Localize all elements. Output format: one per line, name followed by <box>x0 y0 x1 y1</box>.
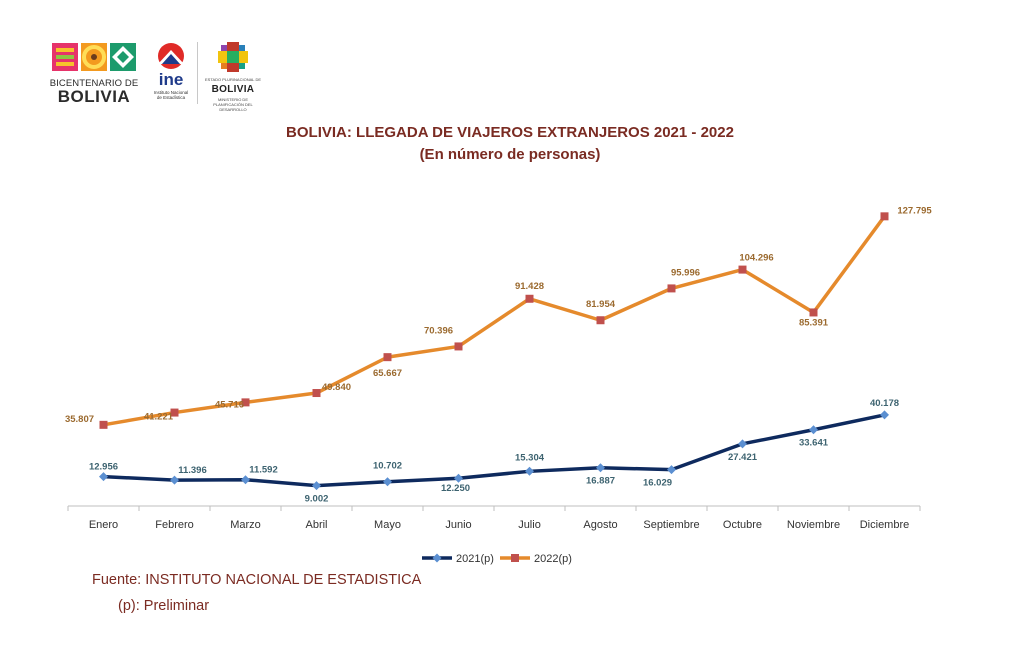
data-point-2021 <box>738 439 747 449</box>
series-line-2022p <box>103 215 886 427</box>
x-tick-label: Mayo <box>374 519 401 531</box>
data-point-2022 <box>454 342 463 351</box>
preliminary-note: (p): Preliminar <box>118 598 210 614</box>
data-point-2021 <box>312 481 321 491</box>
x-tick-label: Octubre <box>723 519 762 531</box>
legend-marker <box>432 553 442 563</box>
ine-logo: ine Instituto Nacional de Estadística <box>152 40 190 108</box>
header-logos: BICENTENARIO DE BOLIVIA ine Instituto Na… <box>48 38 263 112</box>
legend-label: 2022(p) <box>534 553 572 565</box>
data-point-2022 <box>596 316 605 325</box>
data-point-2021 <box>880 410 889 420</box>
ine-emblem-icon <box>158 43 184 69</box>
source-note: Fuente: INSTITUTO NACIONAL DE ESTADISTIC… <box>92 572 422 588</box>
x-tick-label: Febrero <box>155 519 194 531</box>
data-point-2021 <box>596 463 605 473</box>
data-point-2022 <box>809 308 818 317</box>
chakana-emblem-icon <box>218 42 248 72</box>
data-label-2022p: 70.396 <box>424 325 453 336</box>
bicentenario-small-text: BICENTENARIO DE <box>49 78 139 89</box>
data-point-2021 <box>454 473 463 483</box>
data-label-2022p: 41.221 <box>144 412 174 423</box>
data-point-2021 <box>99 472 108 482</box>
data-label-2021p: 16.029 <box>643 478 672 489</box>
data-point-2022 <box>667 284 676 293</box>
legend-marker <box>511 554 519 562</box>
data-point-2022 <box>880 212 889 221</box>
x-tick-label: Junio <box>445 519 471 531</box>
data-point-2022 <box>99 420 108 429</box>
data-point-2022 <box>383 353 392 362</box>
data-point-2022 <box>525 294 534 303</box>
x-tick-label: Noviembre <box>787 519 840 531</box>
data-point-2021 <box>170 475 179 485</box>
data-point-2021 <box>809 425 818 435</box>
data-label-2021p: 11.396 <box>178 465 207 476</box>
x-tick-label: Septiembre <box>643 519 699 531</box>
data-label-2022p: 85.391 <box>799 317 829 328</box>
estado-top-text: ESTADO PLURINACIONAL DE <box>204 77 261 82</box>
data-label-2022p: 104.296 <box>739 253 773 264</box>
data-label-2021p: 33.641 <box>799 438 829 449</box>
data-label-2021p: 40.178 <box>870 398 899 409</box>
data-label-2021p: 16.887 <box>586 476 615 487</box>
data-label-2021p: 9.002 <box>305 494 329 505</box>
data-label-2022p: 127.795 <box>897 205 932 216</box>
chart-title-block: BOLIVIA: LLEGADA DE VIAJEROS EXTRANJEROS… <box>210 122 810 166</box>
ine-subtitle: Instituto Nacional de Estadística <box>153 90 189 100</box>
data-label-2022p: 45.716 <box>215 399 244 410</box>
data-label-2022p: 91.428 <box>515 281 544 292</box>
data-point-2022 <box>170 408 179 417</box>
data-point-2022 <box>738 265 747 274</box>
bicentenario-logo: BICENTENARIO DE BOLIVIA <box>48 38 140 106</box>
x-tick-label: Enero <box>89 519 118 531</box>
logo-divider <box>197 42 198 104</box>
data-label-2022p: 49.840 <box>322 382 351 393</box>
estado-bottom-text: MINISTERIO DE PLANIFICACIÓN DEL DESARROL… <box>213 97 253 112</box>
chart-subtitle: (En número de personas) <box>419 146 601 163</box>
data-label-2021p: 15.304 <box>515 452 545 463</box>
data-point-2021 <box>525 466 534 476</box>
bicentenario-big-text: BOLIVIA <box>57 87 131 106</box>
x-tick-label: Abril <box>305 519 327 531</box>
estado-plurinacional-logo: ESTADO PLURINACIONAL DE BOLIVIA MINISTER… <box>204 40 262 112</box>
data-label-2021p: 12.956 <box>89 462 118 473</box>
x-tick-label: Marzo <box>230 519 261 531</box>
data-label-2022p: 95.996 <box>671 267 700 278</box>
data-point-2021 <box>241 475 250 485</box>
bicentenario-emblem-icon <box>52 43 136 71</box>
chart-title: BOLIVIA: LLEGADA DE VIAJEROS EXTRANJEROS… <box>286 124 734 141</box>
x-tick-label: Diciembre <box>860 519 910 531</box>
x-tick-label: Julio <box>518 519 541 531</box>
estado-big-text: BOLIVIA <box>211 84 255 95</box>
data-label-2021p: 27.421 <box>728 452 758 463</box>
data-point-2021 <box>383 477 392 487</box>
x-tick-label: Agosto <box>583 519 617 531</box>
ine-wordmark: ine <box>158 70 184 89</box>
data-label-2022p: 81.954 <box>586 299 616 310</box>
data-label-2021p: 11.592 <box>249 465 278 476</box>
legend-label: 2021(p) <box>456 553 494 565</box>
data-label-2021p: 10.702 <box>373 461 402 472</box>
series-line-2021p <box>103 413 885 488</box>
data-label-2021p: 12.250 <box>441 483 470 494</box>
data-label-2022p: 65.667 <box>373 368 402 379</box>
data-point-2022 <box>241 398 250 407</box>
data-label-2022p: 35.807 <box>65 414 94 425</box>
data-point-2021 <box>667 465 676 475</box>
data-point-2022 <box>312 389 321 398</box>
